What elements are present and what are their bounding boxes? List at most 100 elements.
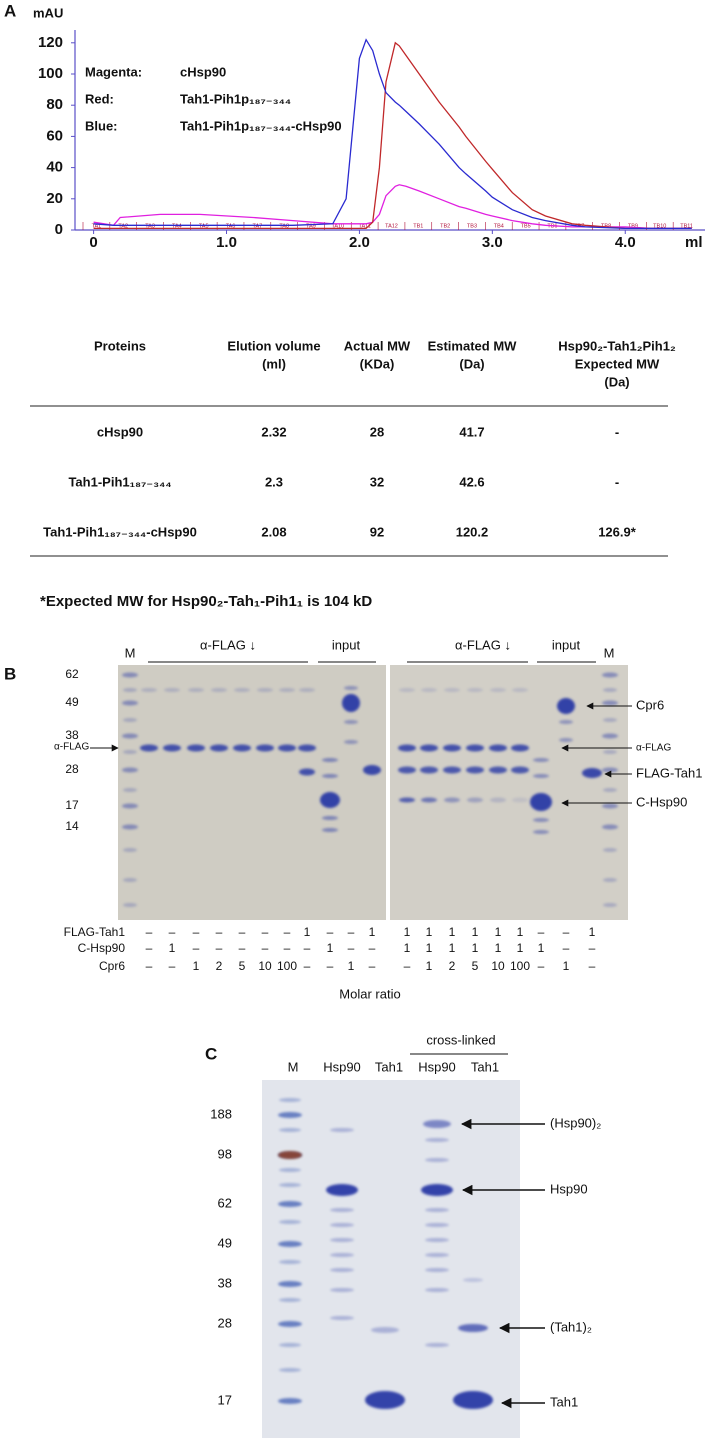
gel-band [122,672,138,678]
fraction-label: TB10 [653,223,666,229]
table-cell: 2.3 [265,474,283,489]
gel-band [421,688,437,692]
x-tick-label: 4.0 [615,234,636,251]
gel-band [279,1260,301,1264]
table-cell: Tah1-Pih1₁₈₇₋₃₄₄ [68,474,171,489]
row-value: 1 [327,941,334,955]
gel-band [533,818,549,822]
gel-band [279,1368,301,1372]
table-header: Estimated MW [428,338,518,353]
gel-band [279,688,295,692]
row-value: 1 [304,925,311,939]
gel-band [603,903,617,907]
row-value: 10 [491,959,505,973]
table-cell: cHsp90 [97,424,143,439]
row-value: 1 [538,941,545,955]
gel-band [330,1208,354,1212]
gel-band [602,824,618,830]
fraction-label: TB2 [440,223,450,229]
gel-band [371,1327,399,1333]
gel-band [279,1298,301,1302]
series-line [93,38,692,230]
gel-band [344,720,358,724]
gel-band [399,797,415,803]
gel-band [425,1253,449,1257]
gel-band [330,1288,354,1292]
row-value: 1 [169,941,176,955]
lane-header: α-FLAG ↓ [200,637,256,652]
fraction-label: TB4 [494,223,504,229]
row-value: – [239,941,246,955]
gel-band [278,1281,302,1287]
table-cell: - [615,474,619,489]
gel-band [279,1098,301,1102]
band-label: FLAG-Tah1 [636,765,702,780]
gel-band [444,688,460,692]
table-cell: - [615,424,619,439]
gel-band [299,768,315,776]
gel-band [511,766,529,774]
lane-header: M [125,645,136,660]
row-value: – [304,941,311,955]
gel-band [210,744,228,752]
row-value: 1 [449,925,456,939]
legend-color-label: Blue: [85,118,118,133]
gel-band [140,744,158,752]
gel-band [122,700,138,706]
table-header: Hsp90₂-Tah1₂Pih1₂ [558,338,676,353]
gel-band [559,738,573,742]
table-cell: 32 [370,474,384,489]
band-label: Cpr6 [636,697,664,712]
fraction-label: TB11 [680,223,693,229]
gel-band [278,1398,302,1404]
gel-band [458,1324,488,1332]
gel-band [489,744,507,752]
fraction-label: TA9 [306,223,316,229]
gel-band [557,698,575,714]
gel-band [425,1288,449,1292]
gel-band [123,750,137,754]
row-value: 100 [277,959,297,973]
gel-band [279,1343,301,1347]
fraction-label: TA2 [118,223,128,229]
table-cell: 126.9* [598,524,637,539]
table-cell: 2.32 [261,424,286,439]
row-value: – [216,925,223,939]
fraction-label: TA5 [199,223,209,229]
gel-band [122,803,138,809]
row-value: – [348,925,355,939]
fraction-label: TA1 [92,223,102,229]
gel-b-left [118,665,386,920]
gel-band [603,788,617,792]
fraction-label: TB3 [467,223,477,229]
row-value: 1 [426,941,433,955]
row-value: – [327,959,334,973]
table-header: (Da) [604,374,629,389]
gel-band [602,767,618,773]
x-axis-label: ml [685,234,703,251]
row-value: 5 [239,959,246,973]
row-value: – [369,941,376,955]
gel-band [330,1268,354,1272]
gel-band [466,744,484,752]
gel-band [511,744,529,752]
gel-band [188,688,204,692]
lane-header: input [332,637,361,652]
y-tick-label: 40 [46,159,63,176]
gel-band [330,1238,354,1242]
lane-header: M [288,1059,299,1074]
table-header: Elution volume [227,338,320,353]
gel-band [122,824,138,830]
gel-band [420,766,438,774]
gel-band [467,797,483,803]
lane-header: Hsp90 [323,1059,361,1074]
gel-band [279,1220,301,1224]
series-line [93,184,692,230]
y-tick-label: 80 [46,96,63,113]
panel-label: A [4,1,16,20]
row-value: 1 [426,925,433,939]
row-value: – [193,925,200,939]
table-header: (KDa) [360,356,395,371]
fraction-label: TB9 [628,223,638,229]
row-value: – [589,959,596,973]
